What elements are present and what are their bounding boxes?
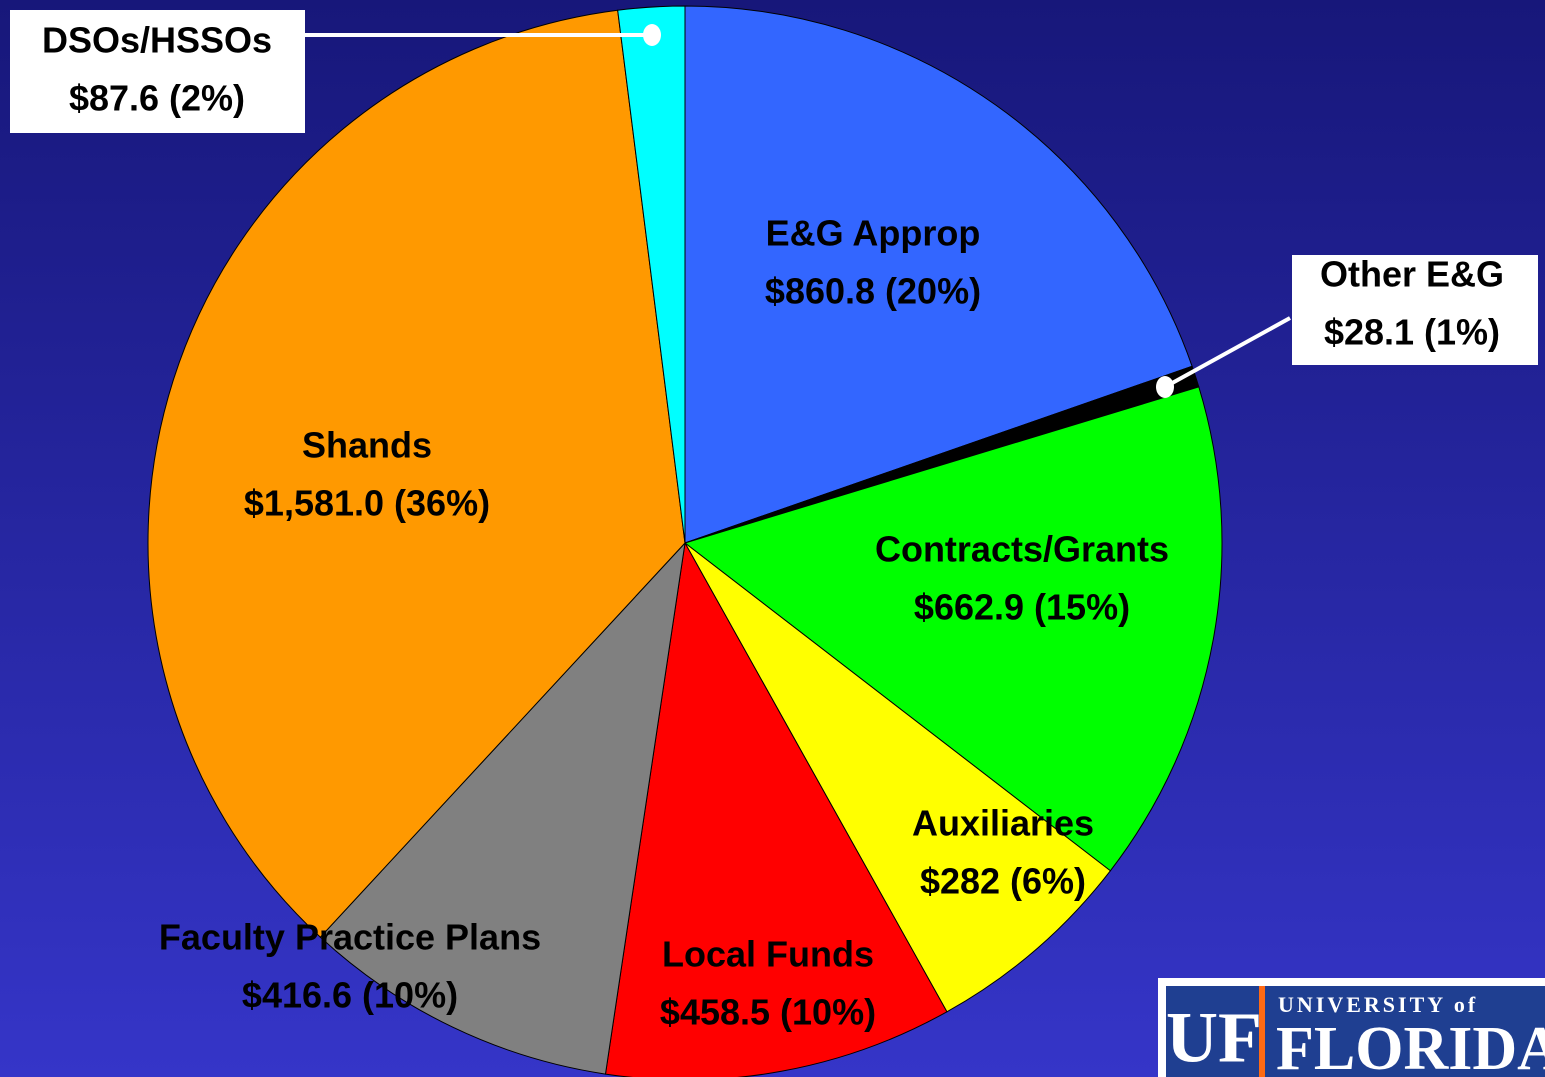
leader-line bbox=[1164, 316, 1291, 389]
slice-name: Faculty Practice Plans bbox=[159, 917, 541, 958]
slice-name: DSOs/HSSOs bbox=[42, 20, 272, 61]
pie bbox=[147, 5, 1223, 1077]
slice-value-label: $662.9 (15%) bbox=[914, 587, 1130, 628]
slice bbox=[617, 5, 686, 544]
slice-name: Shands bbox=[302, 425, 432, 466]
callout-box bbox=[10, 10, 305, 133]
slice bbox=[604, 541, 948, 1077]
slice-value-label: $87.6 (2%) bbox=[69, 78, 245, 119]
slice bbox=[684, 5, 1193, 544]
slice bbox=[147, 9, 686, 938]
slice-value-label: $458.5 (10%) bbox=[660, 992, 876, 1033]
slice bbox=[683, 386, 1223, 872]
logo-line1: UNIVERSITY of bbox=[1278, 992, 1478, 1017]
logo-panel bbox=[1166, 986, 1545, 1077]
slice-name: Other E&G bbox=[1320, 254, 1504, 295]
slice-value-label: $860.8 (20%) bbox=[765, 271, 981, 312]
slice-value-label: $416.6 (10%) bbox=[242, 975, 458, 1016]
logo-mark: UF bbox=[1166, 998, 1262, 1077]
slice bbox=[319, 541, 686, 1075]
logo: UF UNIVERSITY of FLORIDA bbox=[1158, 978, 1545, 1077]
slice bbox=[684, 542, 1112, 1013]
logo-line2: FLORIDA bbox=[1276, 1015, 1545, 1077]
slice-name: Local Funds bbox=[662, 934, 874, 975]
leader-dot bbox=[643, 24, 661, 46]
labels: E&G Approp $860.8 (20%) Other E&G $28.1 (1%… bbox=[10, 10, 1538, 1033]
slice-value-label: $1,581.0 (36%) bbox=[244, 483, 490, 524]
slice-name: E&G Approp bbox=[766, 213, 981, 254]
slice-value-label: $282 (6%) bbox=[920, 861, 1086, 902]
slice-name: Auxiliaries bbox=[912, 803, 1094, 844]
callout-box bbox=[1292, 255, 1538, 365]
slice-name: Contracts/Grants bbox=[875, 529, 1169, 570]
leader-dot bbox=[1156, 376, 1174, 398]
slice-value-label: $28.1 (1%) bbox=[1324, 312, 1500, 353]
